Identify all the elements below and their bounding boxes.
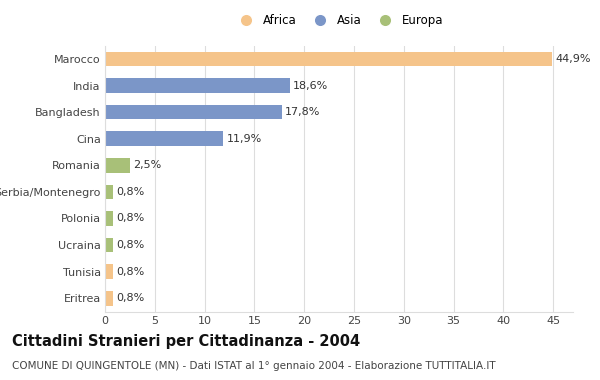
- Bar: [105, 158, 130, 173]
- Bar: [105, 52, 552, 66]
- Legend: Africa, Asia, Europa: Africa, Asia, Europa: [232, 11, 446, 29]
- Text: COMUNE DI QUINGENTOLE (MN) - Dati ISTAT al 1° gennaio 2004 - Elaborazione TUTTIT: COMUNE DI QUINGENTOLE (MN) - Dati ISTAT …: [12, 361, 496, 371]
- Text: 0,8%: 0,8%: [116, 267, 144, 277]
- Bar: [105, 238, 113, 252]
- Text: 0,8%: 0,8%: [116, 240, 144, 250]
- Text: 18,6%: 18,6%: [293, 81, 328, 90]
- Text: 11,9%: 11,9%: [226, 134, 262, 144]
- Text: 17,8%: 17,8%: [285, 107, 320, 117]
- Text: 44,9%: 44,9%: [555, 54, 590, 64]
- Bar: [105, 264, 113, 279]
- Bar: [105, 131, 223, 146]
- Text: Cittadini Stranieri per Cittadinanza - 2004: Cittadini Stranieri per Cittadinanza - 2…: [12, 334, 360, 349]
- Text: 2,5%: 2,5%: [133, 160, 161, 170]
- Bar: [105, 105, 282, 119]
- Bar: [105, 78, 290, 93]
- Text: 0,8%: 0,8%: [116, 187, 144, 197]
- Bar: [105, 211, 113, 226]
- Bar: [105, 291, 113, 306]
- Text: 0,8%: 0,8%: [116, 293, 144, 303]
- Text: 0,8%: 0,8%: [116, 214, 144, 223]
- Bar: [105, 185, 113, 199]
